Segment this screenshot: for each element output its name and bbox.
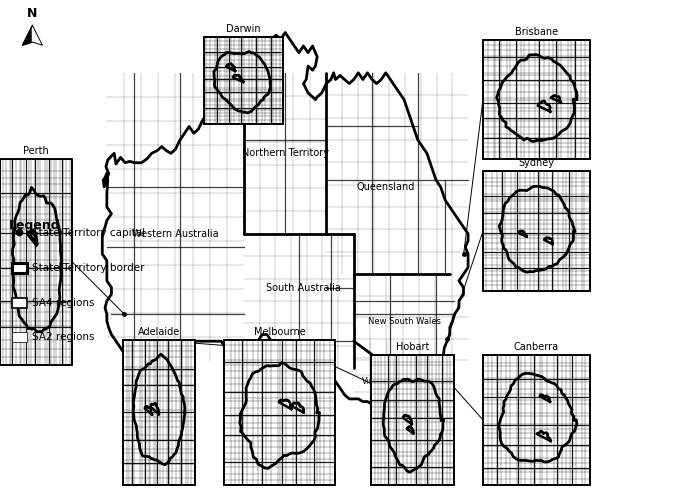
Text: Northern Territory: Northern Territory: [241, 148, 328, 159]
Text: N: N: [27, 7, 38, 20]
Bar: [123, 340, 195, 485]
Text: State/Territory capital: State/Territory capital: [32, 228, 146, 238]
Polygon shape: [386, 428, 422, 473]
Polygon shape: [32, 25, 42, 45]
Bar: [371, 355, 454, 485]
Bar: [483, 40, 590, 159]
Text: Melbourne: Melbourne: [254, 328, 306, 337]
Text: Sydney: Sydney: [518, 159, 555, 168]
Bar: [224, 340, 335, 485]
Bar: [0, 159, 72, 365]
Bar: [371, 355, 454, 485]
Bar: [483, 355, 590, 485]
Polygon shape: [102, 32, 468, 409]
Text: Legend: Legend: [9, 219, 61, 232]
Polygon shape: [23, 25, 32, 45]
Text: Darwin: Darwin: [226, 24, 261, 34]
Bar: [12, 298, 27, 308]
Bar: [204, 37, 283, 124]
Bar: [483, 171, 590, 291]
Text: SA4 regions: SA4 regions: [32, 298, 95, 308]
Text: Tasmania: Tasmania: [384, 448, 424, 457]
Text: Victoria: Victoria: [362, 377, 391, 386]
Bar: [224, 340, 335, 485]
Bar: [12, 263, 27, 273]
Text: South Australia: South Australia: [266, 282, 341, 293]
Bar: [204, 37, 283, 124]
Text: New South Wales: New South Wales: [368, 317, 441, 326]
Text: Hobart: Hobart: [396, 342, 429, 352]
Bar: [12, 332, 27, 342]
Bar: [0, 159, 72, 365]
Bar: [483, 40, 590, 159]
Text: State/Territory border: State/Territory border: [32, 263, 145, 273]
Text: Adelaide: Adelaide: [138, 328, 180, 337]
Text: Queensland: Queensland: [357, 182, 415, 192]
Bar: [123, 340, 195, 485]
Text: ACT: ACT: [423, 358, 437, 364]
Bar: [483, 171, 590, 291]
Text: SA2 regions: SA2 regions: [32, 332, 95, 342]
Text: Perth: Perth: [23, 146, 49, 156]
Text: Brisbane: Brisbane: [515, 27, 558, 37]
Text: Canberra: Canberra: [514, 342, 559, 352]
Text: Western Australia: Western Australia: [132, 229, 219, 239]
Bar: [483, 355, 590, 485]
